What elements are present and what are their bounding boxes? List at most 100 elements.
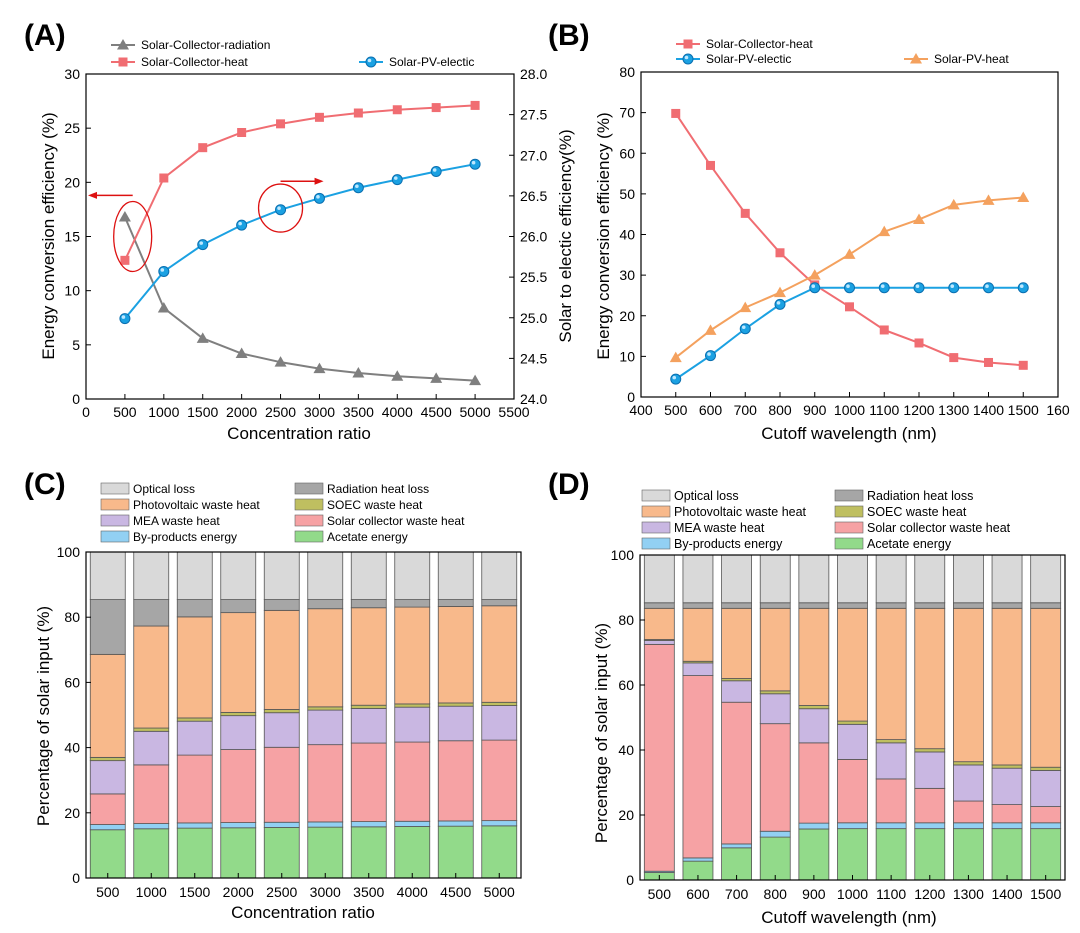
chart-c-bar-segment	[176, 616, 213, 719]
chart-a-point	[469, 158, 481, 170]
chart-d-bar-segment	[721, 602, 752, 609]
chart-d-bar-segment	[837, 607, 868, 722]
chart-b-point	[1017, 191, 1030, 203]
chart-a-xtick-label: 500	[113, 404, 137, 420]
chart-d-bar-segment	[914, 751, 946, 789]
chart-d-bar-segment	[798, 708, 830, 744]
chart-a-annotation-arrowhead-right	[314, 177, 324, 185]
chart-d-bar-segment	[721, 607, 752, 679]
chart-a-point-glint	[160, 268, 165, 272]
chart-d-bar-segment	[682, 554, 714, 604]
chart-d-bar-segment	[953, 602, 984, 609]
chart-d-bar-segment	[721, 847, 752, 881]
chart-b-point-glint	[1019, 284, 1024, 289]
chart-d-bar-segment	[759, 693, 791, 725]
chart-a-point	[276, 119, 286, 129]
chart-c-legend-swatch	[100, 482, 130, 495]
chart-c-bar-segment	[176, 599, 213, 618]
chart-c-bar-segment	[89, 829, 126, 879]
chart-a-ytick-label: 0	[72, 391, 80, 407]
chart-d-bar-segment	[914, 828, 946, 881]
chart-b-point	[705, 350, 716, 362]
chart-d-bar-segment	[721, 554, 752, 604]
chart-d-bar-segment	[875, 778, 907, 824]
chart-b-legend-marker	[682, 53, 694, 65]
chart-b-point	[1018, 360, 1028, 370]
chart-c-legend-swatch	[294, 530, 324, 543]
chart-c-bar-segment	[350, 704, 387, 709]
chart-c-frame	[85, 551, 522, 879]
chart-d-legend-swatch	[641, 489, 671, 502]
chart-c-bar-segment	[133, 599, 170, 627]
chart-d-bar-segment	[759, 723, 791, 832]
chart-c-legend-label: MEA waste heat	[133, 514, 220, 528]
chart-d-legend-swatch	[834, 537, 864, 550]
chart-d-bar-segment	[798, 554, 830, 604]
chart-b-point	[774, 298, 786, 310]
chart-a-point	[157, 302, 170, 313]
chart-a-y2tick-label: 27.5	[520, 107, 547, 123]
chart-d-legend-label: Photovoltaic waste heat	[674, 505, 807, 519]
chart-a-point	[431, 103, 441, 113]
chart-c-bar-segment	[481, 701, 518, 706]
chart-d-bar-segment	[798, 602, 830, 609]
chart-c-bar-segment	[437, 740, 474, 822]
chart-d-xtick-label: 800	[764, 886, 788, 902]
chart-d-bar-segment	[798, 822, 830, 830]
chart-a-xtick-label: 0	[82, 404, 90, 420]
chart-a-ytick-label: 30	[64, 66, 80, 82]
chart-c-bar-segment	[220, 599, 257, 614]
chart-c-bar-segment	[394, 606, 431, 705]
chart-b-point-glint	[741, 325, 746, 330]
chart-c-bar-segment	[307, 608, 344, 708]
chart-d-bar-segment	[1030, 770, 1062, 807]
chart-c-bar-segment	[307, 826, 344, 879]
chart-d-bar-segment	[721, 843, 752, 849]
chart-c-bar-segment	[176, 551, 213, 600]
chart-c-bar-segment	[394, 706, 431, 743]
chart-c-bar-segment	[350, 742, 387, 823]
chart-c-bar-segment	[394, 741, 431, 822]
chart-c-bar-segment	[176, 754, 213, 824]
chart-c-bar-segment	[176, 822, 213, 829]
chart-c-bar-segment	[307, 599, 344, 610]
chart-d-legend-label: By-products energy	[674, 537, 783, 551]
chart-d-bar-segment	[991, 822, 1023, 830]
chart-c-bar-segment	[350, 826, 387, 879]
chart-a-xtick-label: 5000	[460, 404, 491, 420]
chart-d-bar-segment	[643, 607, 675, 640]
chart-a-ytick-label: 10	[64, 283, 80, 299]
chart-a-legend-label: Solar-PV-electic	[389, 55, 474, 69]
chart-c-legend-label: Optical loss	[133, 482, 195, 496]
chart-d-ytick-label: 80	[618, 612, 634, 628]
chart-d-bar-segment	[721, 680, 752, 703]
chart-c-legend-swatch	[294, 498, 324, 511]
chart-c-xtick-label: 3000	[310, 884, 341, 900]
chart-d-legend-swatch	[834, 505, 864, 518]
chart-c-bar-segment	[263, 599, 300, 611]
chart-b-point	[670, 373, 682, 385]
chart-b-point-glint	[985, 284, 989, 289]
chart-c-bar-segment	[437, 820, 474, 827]
chart-d-xtick-label: 1100	[876, 886, 906, 902]
chart-d-bar-segment	[1030, 607, 1062, 768]
chart-a-point	[196, 332, 209, 343]
chart-d-bar-segment	[682, 602, 714, 609]
chart-d-bar-segment	[875, 739, 907, 744]
chart-b-point-glint	[915, 284, 920, 289]
chart-a-annotation-ellipse-left	[113, 200, 153, 273]
chart-c-bar-segment	[133, 823, 170, 830]
chart-c-bar-segment	[220, 827, 257, 879]
chart-c-bar-segment	[89, 551, 126, 600]
chart-b-xtick-label: 1500	[1008, 402, 1039, 418]
chart-c-bar-segment	[394, 703, 431, 708]
chart-c-legend-label: Solar collector waste heat	[327, 514, 465, 528]
chart-b-point	[913, 282, 925, 294]
chart-c-bar-segment	[437, 599, 474, 607]
chart-c-bar-segment	[394, 826, 431, 879]
chart-a-point-glint	[121, 315, 126, 319]
chart-b-xtick-label: 400	[629, 402, 653, 418]
chart-b-series-line-2	[675, 196, 1024, 359]
chart-a-point-glint	[316, 195, 320, 199]
chart-b-ytick-label: 80	[619, 64, 635, 80]
